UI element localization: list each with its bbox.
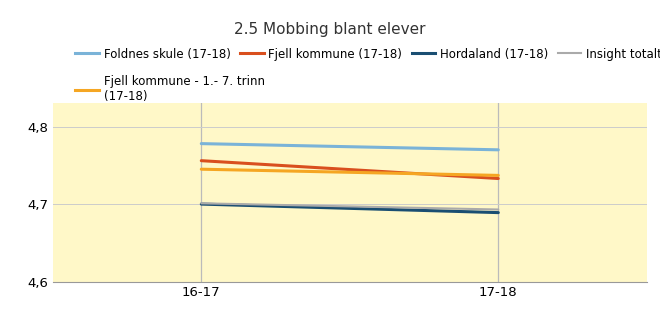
Legend: Fjell kommune - 1.- 7. trinn
(17-18): Fjell kommune - 1.- 7. trinn (17-18) xyxy=(71,71,269,108)
Text: 2.5 Mobbing blant elever: 2.5 Mobbing blant elever xyxy=(234,22,426,37)
